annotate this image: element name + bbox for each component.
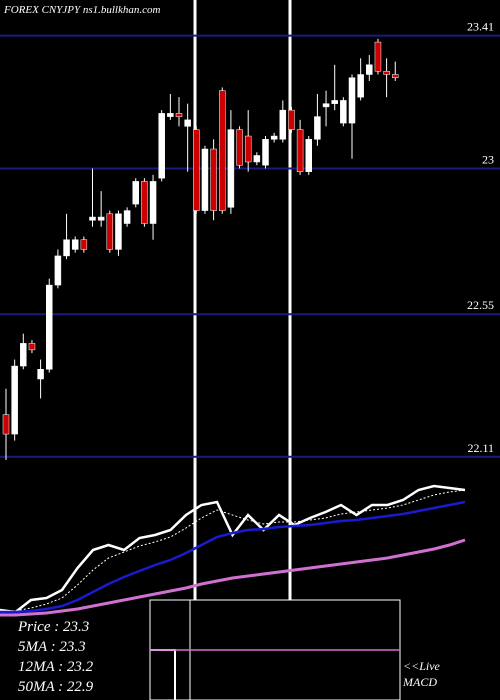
indicator-line <box>0 538 466 617</box>
candle-body <box>54 255 62 286</box>
candle-body <box>115 213 122 250</box>
y-tick-label: 22.11 <box>467 441 494 455</box>
candle-body <box>305 139 312 172</box>
candle-body <box>374 41 382 72</box>
candle-body <box>244 135 252 163</box>
candle-body <box>279 109 287 140</box>
macd-label: <<Live <box>403 659 441 673</box>
candle-body <box>201 148 209 211</box>
candle-body <box>28 343 36 351</box>
candle-body <box>270 135 278 140</box>
indicator-line <box>0 484 466 614</box>
chart-title: FOREX CNYJPY ns1.bullkhan.com <box>3 4 160 16</box>
candle-body <box>46 284 53 370</box>
readout-label: 12MA : 23.2 <box>18 659 94 675</box>
candle-body <box>141 181 148 224</box>
readout-label: Price : 23.3 <box>17 619 89 635</box>
candle-body <box>288 109 295 130</box>
candle-body <box>37 369 44 380</box>
candle-body <box>262 139 269 166</box>
candle-body <box>149 181 157 224</box>
candle-body <box>296 129 304 172</box>
candle-body <box>331 100 338 104</box>
candle-body <box>210 148 217 211</box>
candle-body <box>89 216 96 221</box>
candle-body <box>392 74 399 78</box>
candle-body <box>123 210 131 224</box>
y-tick-label: 23 <box>482 152 494 166</box>
candle-body <box>219 90 226 211</box>
candle-body <box>80 239 88 250</box>
candle-body <box>71 239 79 250</box>
candle-body <box>193 129 200 211</box>
macd-label: MACD <box>402 675 437 689</box>
candle-body <box>314 116 321 140</box>
indicator-line <box>0 500 466 614</box>
candle-body <box>383 71 390 75</box>
readout-label: 5MA : 23.3 <box>18 639 86 655</box>
macd-line <box>150 649 176 700</box>
y-tick-label: 22.55 <box>467 298 494 312</box>
candle-body <box>236 129 243 166</box>
candle-body <box>167 113 174 117</box>
candle-body <box>348 77 356 124</box>
candle-body <box>227 129 235 208</box>
candle-body <box>132 181 139 205</box>
candle-body <box>11 365 18 435</box>
candle-body <box>340 100 347 124</box>
readout-label: 50MA : 22.9 <box>18 679 94 695</box>
candle-body <box>97 216 105 221</box>
candle-body <box>63 239 70 257</box>
candle-body <box>175 113 183 117</box>
candle-body <box>2 414 10 435</box>
indicator-line <box>0 489 466 612</box>
candle-body <box>20 343 27 367</box>
candle-body <box>322 103 330 108</box>
candle-body <box>357 74 364 98</box>
candle-body <box>158 113 165 179</box>
candle-body <box>366 64 373 75</box>
candle-body <box>253 155 261 163</box>
candle-body <box>184 119 191 127</box>
y-tick-label: 23.41 <box>467 20 494 34</box>
candle-body <box>106 213 114 250</box>
